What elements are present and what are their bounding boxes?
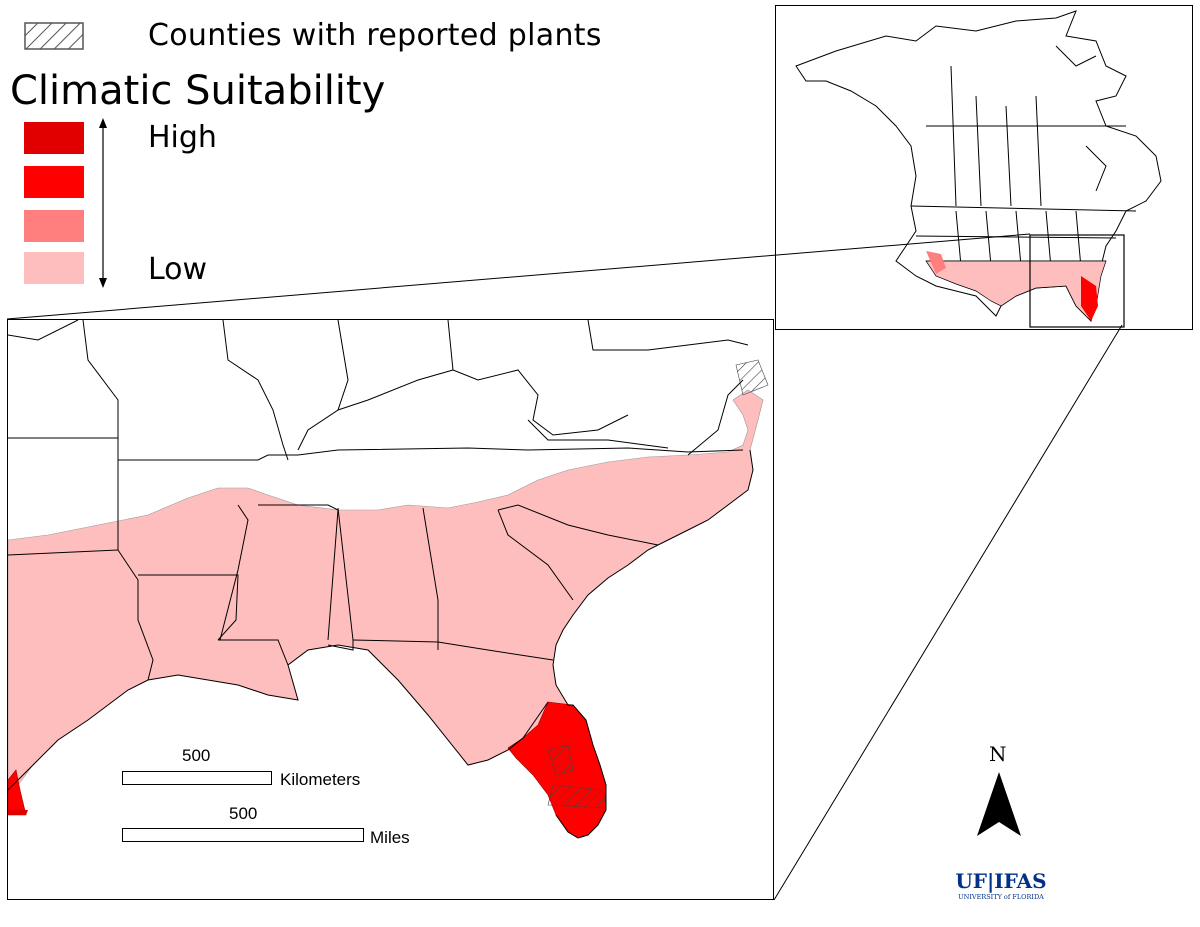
legend-double-arrow-icon [99,118,107,288]
scale-mi-value: 500 [229,804,258,823]
hatch-legend-swatch [24,22,84,50]
inset-zoom-box [1029,234,1125,328]
hatch-legend-label: Counties with reported plants [148,18,602,53]
scale-bar-km [122,771,272,785]
inset-north-america-map[interactable] [775,5,1193,330]
hatched-counties-north [735,359,769,396]
scale-mi-unit: Miles [370,828,410,847]
scale-bar-miles [122,828,364,842]
legend-low-label: Low [148,252,208,287]
high-suitability-texas-south [8,810,28,815]
svg-text:UNIVERSITY of FLORIDA: UNIVERSITY of FLORIDA [958,893,1044,901]
legend-high-label: High [148,120,217,155]
legend-swatch-high [24,166,84,198]
north-letter: N [989,742,1007,766]
low-suitability-region [8,389,764,791]
north-arrow-icon [977,772,1021,836]
legend-swatch-medium [24,210,84,242]
north-america-outline [795,10,1162,328]
high-suitability-texas [8,769,27,816]
scale-km-unit: Kilometers [280,770,361,789]
legend-title: Climatic Suitability [10,68,386,114]
southeast-us-map [8,320,769,839]
legend-swatch-low [24,252,84,284]
svg-text:UF|IFAS: UF|IFAS [955,869,1046,893]
scale-km-value: 500 [182,746,211,765]
main-map-panel[interactable] [7,319,774,900]
uf-ifas-logo: UF|IFAS UNIVERSITY of FLORIDA [955,869,1046,901]
legend-swatch-highest [24,122,84,154]
